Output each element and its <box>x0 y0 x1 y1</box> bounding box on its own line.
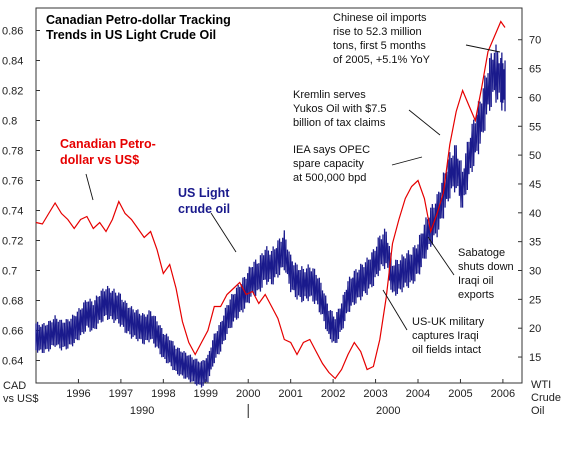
year-tick-label: 2001 <box>278 388 302 400</box>
right-axis-label-line-3: Oil <box>531 405 544 417</box>
annotation-sabotage-line-4: exports <box>458 289 495 301</box>
oil-price-line <box>35 54 506 383</box>
left-tick-label: 0.86 <box>2 26 23 38</box>
annotation-yukos-line-2: Yukos Oil with $7.5 <box>293 103 387 115</box>
annotation-sabotage-line-3: Iraqi oil <box>458 275 493 287</box>
annotation-iraq-line-1: US-UK military <box>412 316 485 328</box>
annotation-opec-line-2: spare capacity <box>293 158 364 170</box>
left-tick-label: 0.66 <box>2 326 23 338</box>
right-tick-label: 45 <box>529 179 541 191</box>
right-tick-label: 70 <box>529 35 541 47</box>
x-axis-ticks: 1996 1997 1998 1999 2000 2001 2002 2003 2004 2005… <box>66 379 515 400</box>
left-tick-label: 0.74 <box>2 206 23 218</box>
annotation-china-line-4: of 2005, +5.1% YoY <box>333 54 431 66</box>
left-tick-label: 0.82 <box>2 86 23 98</box>
annotation-iraq-line-2: captures Iraqi <box>412 330 479 342</box>
annotation-pointer <box>382 289 408 331</box>
left-tick-label: 0.64 <box>2 356 23 368</box>
year-tick-label: 2006 <box>491 388 515 400</box>
year-tick-label: 1997 <box>109 388 133 400</box>
year-tick-label: 2005 <box>448 388 472 400</box>
chart-title-line-1: Canadian Petro-dollar Tracking <box>46 13 231 27</box>
right-tick-label: 30 <box>529 266 541 278</box>
annotation-pointer <box>210 212 237 253</box>
decade-label-2000: 2000 <box>376 405 400 417</box>
right-axis-ticks: 70 65 60 55 50 45 40 35 30 25 20 15 <box>518 35 541 364</box>
right-axis-label-line-1: WTI <box>531 379 551 391</box>
cad-usd-line <box>35 20 506 380</box>
right-tick-label: 25 <box>529 294 541 306</box>
right-tick-label: 55 <box>529 121 541 133</box>
oil-series-label-line-1: US Light <box>178 186 230 200</box>
right-tick-label: 50 <box>529 150 541 162</box>
left-axis-ticks: 0.86 0.84 0.82 0.8 0.78 0.76 0.74 0.72 0.7 0.68 0.… <box>2 26 40 368</box>
year-tick-label: 2002 <box>321 388 345 400</box>
annotation-arrows <box>85 44 501 331</box>
annotation-pointer <box>85 173 94 201</box>
year-tick-label: 1996 <box>66 388 90 400</box>
left-tick-label: 0.72 <box>2 236 23 248</box>
right-tick-label: 20 <box>529 323 541 335</box>
chart-title-line-2: Trends in US Light Crude Oil <box>46 28 216 42</box>
year-tick-label: 2003 <box>363 388 387 400</box>
right-tick-label: 15 <box>529 352 541 364</box>
annotation-pointer <box>427 236 455 276</box>
cad-series-label-line-1: Canadian Petro- <box>60 137 156 151</box>
right-tick-label: 40 <box>529 208 541 220</box>
year-tick-label: 1998 <box>151 388 175 400</box>
right-axis-label-line-2: Crude <box>531 392 561 404</box>
decade-label-1990: 1990 <box>130 405 154 417</box>
cad-series-label-line-2: dollar vs US$ <box>60 153 139 167</box>
oil-series-label-line-2: crude oil <box>178 202 230 216</box>
annotation-pointer <box>391 156 423 166</box>
left-axis-label-line-2: vs US$ <box>3 393 38 405</box>
annotation-china-line-2: rise to 52.3 million <box>333 26 422 38</box>
left-tick-label: 0.84 <box>2 56 23 68</box>
oil-series <box>35 44 506 388</box>
left-tick-label: 0.78 <box>2 146 23 158</box>
left-tick-label: 0.68 <box>2 296 23 308</box>
annotation-iraq-line-3: oil fields intact <box>412 344 481 356</box>
annotation-yukos-line-1: Kremlin serves <box>293 89 366 101</box>
annotation-opec-line-3: at 500,000 bpd <box>293 172 366 184</box>
right-tick-label: 35 <box>529 237 541 249</box>
annotation-sabotage-line-1: Sabatoge <box>458 247 505 259</box>
annotation-sabotage-line-2: shuts down <box>458 261 514 273</box>
year-tick-label: 2000 <box>236 388 260 400</box>
right-tick-label: 65 <box>529 64 541 76</box>
left-axis-label-line-1: CAD <box>3 380 26 392</box>
annotation-pointer <box>465 44 501 53</box>
left-tick-label: 0.7 <box>2 266 17 278</box>
annotation-opec-line-1: IEA says OPEC <box>293 144 370 156</box>
annotation-china-line-1: Chinese oil imports <box>333 12 427 24</box>
annotation-pointer <box>408 109 441 136</box>
left-tick-label: 0.8 <box>2 116 17 128</box>
year-tick-label: 2004 <box>406 388 430 400</box>
left-tick-label: 0.76 <box>2 176 23 188</box>
plot-area-frame <box>35 7 523 384</box>
right-tick-label: 60 <box>529 92 541 104</box>
annotation-china-line-3: tons, first 5 months <box>333 40 426 52</box>
annotation-yukos-line-3: billion of tax claims <box>293 117 386 129</box>
year-tick-label: 1999 <box>194 388 218 400</box>
